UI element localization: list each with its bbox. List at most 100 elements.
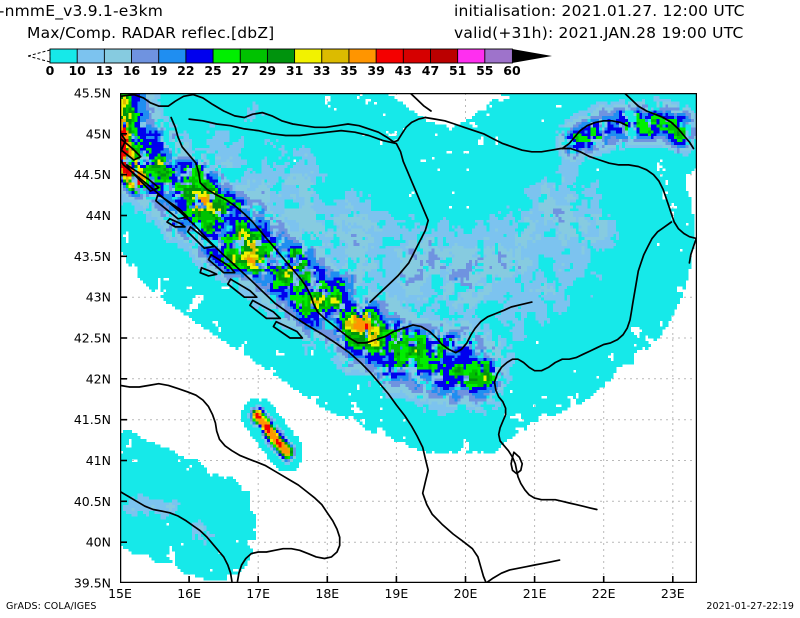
reflectivity-cell	[209, 179, 219, 183]
reflectivity-cell	[356, 343, 360, 347]
reflectivity-cell	[359, 314, 363, 319]
reflectivity-cell	[278, 375, 375, 379]
reflectivity-cell	[642, 329, 663, 333]
reflectivity-cell	[212, 170, 219, 175]
colorbar-tick-label: 19	[150, 63, 167, 76]
reflectivity-cell	[460, 381, 464, 385]
reflectivity-cell	[420, 352, 424, 356]
reflectivity-cell	[310, 312, 320, 316]
reflectivity-cell	[673, 113, 678, 117]
reflectivity-cell	[301, 251, 305, 255]
reflectivity-cell	[460, 277, 464, 281]
reflectivity-cell	[350, 300, 357, 304]
reflectivity-cell	[356, 280, 363, 284]
reflectivity-cell	[443, 326, 461, 330]
reflectivity-cell	[267, 159, 294, 163]
reflectivity-cell	[272, 254, 277, 258]
reflectivity-cell	[365, 133, 389, 137]
reflectivity-cell	[200, 165, 205, 169]
reflectivity-cell	[365, 294, 375, 298]
reflectivity-cell	[359, 242, 369, 247]
reflectivity-cell	[593, 150, 597, 154]
reflectivity-cell	[137, 182, 141, 186]
reflectivity-cell	[428, 335, 432, 339]
reflectivity-cell	[394, 323, 401, 327]
reflectivity-cell	[388, 320, 392, 324]
reflectivity-cell	[183, 130, 187, 134]
reflectivity-cell	[587, 202, 591, 206]
reflectivity-cell	[544, 118, 565, 123]
reflectivity-cell	[255, 208, 262, 212]
reflectivity-cell	[532, 260, 539, 264]
reflectivity-cell	[497, 346, 505, 350]
reflectivity-cell	[463, 297, 484, 301]
reflectivity-cell	[128, 133, 132, 137]
reflectivity-cell	[166, 165, 173, 169]
reflectivity-cell	[249, 355, 334, 359]
reflectivity-cell	[408, 303, 415, 307]
reflectivity-cell	[503, 323, 510, 327]
reflectivity-cell	[399, 346, 404, 350]
reflectivity-cell	[607, 124, 614, 128]
reflectivity-cell	[157, 225, 164, 229]
reflectivity-cell	[368, 332, 372, 336]
reflectivity-cell	[261, 165, 271, 169]
reflectivity-cell	[376, 225, 380, 229]
reflectivity-cell	[131, 104, 138, 108]
reflectivity-cell	[544, 216, 554, 221]
reflectivity-cell	[189, 173, 193, 177]
reflectivity-cell	[448, 277, 456, 281]
reflectivity-cell	[356, 265, 378, 270]
reflectivity-cell	[440, 248, 444, 252]
reflectivity-cell	[382, 358, 389, 362]
reflectivity-cell	[417, 338, 424, 342]
reflectivity-cell	[581, 240, 585, 244]
reflectivity-cell	[353, 211, 357, 215]
reflectivity-cell	[448, 340, 453, 345]
reflectivity-cell	[388, 294, 395, 298]
reflectivity-cell	[515, 314, 522, 319]
reflectivity-cell	[235, 193, 248, 198]
reflectivity-cell	[584, 248, 591, 252]
reflectivity-cell	[575, 153, 580, 157]
reflectivity-cell	[148, 162, 153, 166]
reflectivity-cell	[515, 240, 528, 244]
reflectivity-cell	[408, 346, 412, 350]
reflectivity-cell	[134, 263, 196, 267]
reflectivity-cell	[203, 167, 207, 172]
reflectivity-cell	[691, 147, 695, 151]
reflectivity-cell	[434, 228, 438, 232]
reflectivity-cell	[347, 358, 355, 362]
reflectivity-cell	[437, 225, 450, 229]
reflectivity-cell	[353, 323, 366, 327]
reflectivity-cell	[281, 185, 297, 189]
reflectivity-cell	[244, 173, 291, 177]
reflectivity-cell	[584, 142, 588, 146]
reflectivity-cell	[385, 363, 389, 368]
reflectivity-cell	[347, 289, 352, 293]
reflectivity-cell	[270, 309, 280, 313]
reflectivity-cell	[151, 142, 164, 146]
reflectivity-cell	[379, 369, 383, 373]
reflectivity-cell	[134, 205, 144, 209]
reflectivity-cell	[183, 191, 187, 195]
reflectivity-cell	[691, 116, 695, 120]
reflectivity-cell	[676, 124, 681, 128]
reflectivity-cell	[477, 245, 484, 249]
reflectivity-cell	[616, 121, 620, 126]
reflectivity-cell	[169, 182, 173, 186]
reflectivity-cell	[408, 335, 415, 339]
reflectivity-cell	[408, 349, 412, 353]
reflectivity-cell	[451, 245, 464, 249]
reflectivity-cell	[171, 162, 176, 166]
reflectivity-cell	[174, 231, 179, 235]
reflectivity-cell	[567, 139, 571, 143]
reflectivity-cell	[275, 240, 280, 244]
colorbar-tick-labels: 0 10 13 16 19 22 25 27 29 31 33 35 39 43 47 51 55 60	[46, 63, 521, 76]
reflectivity-cell	[301, 173, 305, 177]
reflectivity-cell	[399, 271, 404, 275]
reflectivity-cell	[676, 205, 692, 209]
reflectivity-cell	[171, 228, 176, 232]
reflectivity-cell	[454, 228, 464, 232]
reflectivity-cell	[157, 98, 326, 102]
